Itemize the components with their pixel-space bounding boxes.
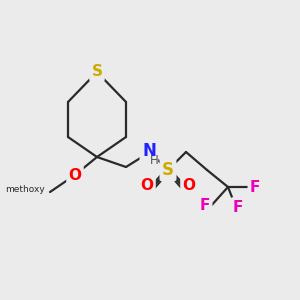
Text: H: H [150, 154, 158, 166]
Text: O: O [182, 178, 196, 194]
Text: S: S [92, 64, 103, 80]
Text: O: O [140, 178, 154, 194]
Text: F: F [200, 197, 210, 212]
Text: F: F [250, 179, 260, 194]
Text: N: N [142, 142, 156, 160]
Text: methoxy: methoxy [5, 185, 45, 194]
Text: F: F [233, 200, 243, 214]
Text: O: O [68, 167, 82, 182]
Text: S: S [162, 161, 174, 179]
